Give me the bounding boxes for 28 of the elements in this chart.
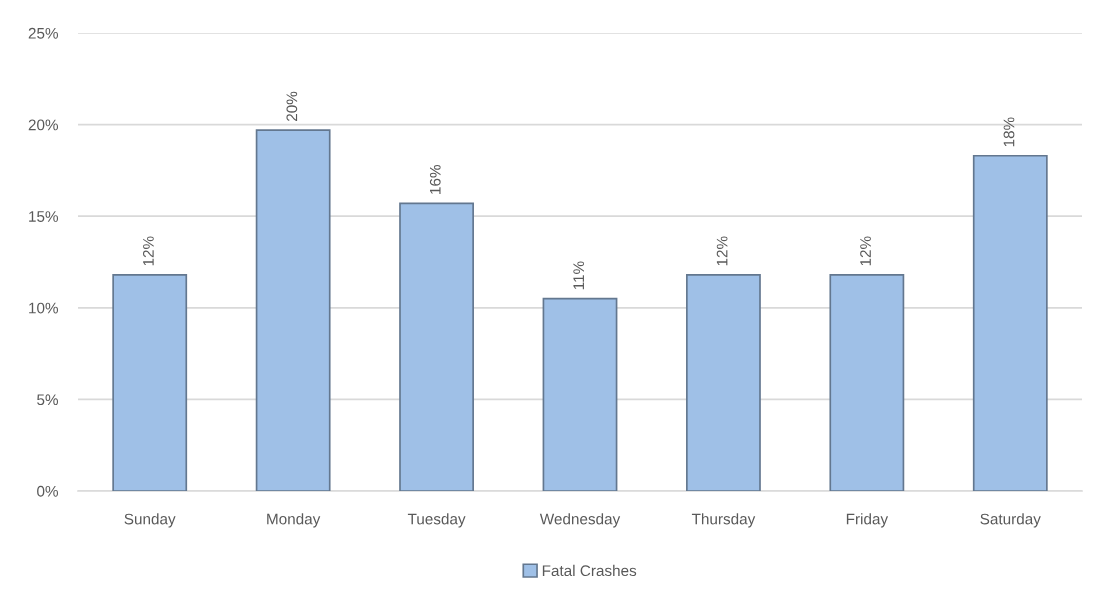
y-tick-label: 5% [37,394,59,406]
data-label: 18% [1003,117,1015,147]
data-label: 16% [429,165,441,194]
bar [972,154,1048,491]
y-tick-label: 15% [29,211,59,222]
data-label: 12% [716,236,728,266]
bar [255,129,331,491]
bar [542,297,618,491]
bar [686,273,761,491]
bar [399,202,474,491]
bar [829,273,905,491]
legend-label: Fatal Crashes [542,564,637,577]
x-tick-label: Sunday [124,513,176,528]
x-tick-label: Saturday [980,513,1041,528]
x-tick-label: Wednesday [539,513,621,528]
data-label: 20% [286,91,298,121]
data-label: 11% [573,261,585,290]
y-tick-label: 25% [28,27,59,39]
y-tick-label: 20% [28,119,59,131]
x-tick-label: Thursday [691,513,756,528]
x-tick-label: Tuesday [407,513,466,528]
x-tick-label: Monday [267,513,321,528]
y-tick-label: 0% [37,485,59,497]
y-tick-label: 10% [29,302,59,314]
x-tick-label: Friday [846,513,889,528]
data-label: 12% [860,236,871,266]
bar [112,273,188,491]
data-label: 12% [143,236,154,266]
